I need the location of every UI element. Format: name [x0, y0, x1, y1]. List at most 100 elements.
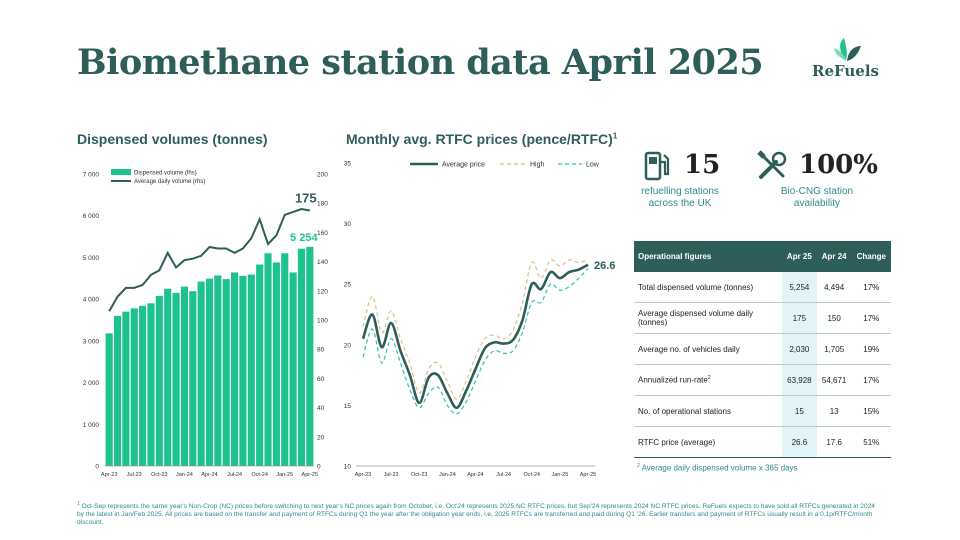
cell-apr24: 17.6	[816, 426, 852, 458]
table-row: Total dispensed volume (tonnes) 5,254 4,…	[634, 272, 891, 303]
dispensed-chart-title: Dispensed volumes (tonnes)	[77, 131, 268, 147]
x-tick-label: Jan-25	[276, 472, 293, 478]
y-tick-right-label: 60	[317, 376, 325, 383]
average-daily-volume-label: 175	[295, 191, 317, 206]
legend-average-label: Average price	[442, 162, 485, 169]
row-label: Average no. of vehicles daily	[634, 333, 782, 365]
cell-change: 15%	[851, 395, 891, 427]
y-tick-right-label: 0	[317, 464, 321, 471]
stations-count: 15	[684, 150, 721, 180]
footnote2-text: Average daily dispensed volume x 365 day…	[641, 463, 798, 473]
y-tick-label: 35	[344, 161, 352, 168]
cell-change: 17%	[851, 302, 891, 334]
y-tick-label: 10	[344, 464, 352, 471]
footnote1-mark: 1	[77, 501, 80, 507]
x-tick-label: Oct-23	[151, 472, 168, 478]
x-tick-label: Apr-24	[201, 472, 218, 478]
y-tick-label: 30	[344, 221, 352, 228]
y-tick-right-label: 80	[317, 347, 325, 354]
row-label: No. of operational stations	[634, 395, 782, 427]
rtfc-chart-title: Monthly avg. RTFC prices (pence/RTFC)1	[346, 131, 617, 147]
leaf-logo-icon	[834, 38, 861, 61]
volume-bar	[105, 333, 113, 466]
legend-high-label: High	[530, 162, 545, 169]
table-row: Annualized run-rate2 63,928 54,671 17%	[634, 364, 891, 396]
volume-bar	[272, 262, 280, 466]
volume-bar	[231, 272, 239, 466]
x-tick-label: Jan-25	[551, 472, 568, 478]
legend-bar-swatch	[111, 169, 131, 175]
x-tick-label: Apr-23	[101, 472, 118, 478]
table-row: No. of operational stations 15 13 15%	[634, 395, 891, 427]
x-tick-label: Apr-24	[467, 472, 484, 478]
logo-text: ReFuels	[812, 62, 879, 80]
legend-bar-label: Dispensed volume (lhs)	[134, 171, 197, 177]
y-tick-right-label: 40	[317, 405, 325, 412]
cell-apr24: 150	[816, 302, 852, 334]
runrate-footnote-mark: 2	[707, 375, 711, 382]
row-label: Annualized run-rate2	[634, 364, 782, 396]
table-row: RTFC price (average) 26.6 17.6 51%	[634, 426, 891, 458]
x-tick-label: Apr-23	[355, 472, 372, 478]
x-tick-label: Jul-24	[496, 472, 511, 478]
volume-bar	[239, 275, 247, 466]
volume-bar	[306, 246, 314, 466]
y-tick-left-label: 1 000	[83, 422, 100, 429]
volume-bar	[180, 286, 188, 466]
legend-line-label: Average daily volume (rhs)	[134, 179, 205, 185]
volume-bar	[222, 279, 230, 466]
y-tick-left-label: 7 000	[83, 172, 100, 179]
cell-apr24: 4,494	[816, 272, 852, 303]
y-tick-left-label: 4 000	[83, 297, 100, 304]
runrate-footnote: 2 Average daily dispensed volume x 365 d…	[637, 463, 798, 473]
volume-bar	[214, 275, 222, 466]
footnote2-mark: 2	[637, 463, 640, 469]
volume-bar	[297, 248, 306, 466]
volume-bar	[289, 272, 297, 466]
volume-bar	[130, 308, 138, 466]
legend-low-label: Low	[586, 162, 600, 169]
cell-apr25: 2,030	[782, 333, 817, 365]
average-price-line	[361, 263, 589, 410]
x-tick-label: Jul-24	[227, 472, 242, 478]
cell-apr24: 1,705	[816, 333, 852, 365]
x-tick-label: Apr-25	[580, 472, 597, 478]
stations-label-line1: refuelling stations	[641, 186, 719, 197]
footnote1-text: Oct-Sep represents the same year's Non-C…	[77, 503, 875, 527]
x-tick-label: Oct-24	[523, 472, 540, 478]
volume-bar	[172, 292, 180, 466]
row-label: Total dispensed volume (tonnes)	[634, 272, 782, 303]
low-price-line	[362, 268, 589, 415]
high-price-line	[362, 259, 589, 400]
y-tick-left-label: 3 000	[83, 338, 100, 345]
x-tick-label: Jul-23	[384, 472, 399, 478]
header-apr24: Apr 24	[816, 241, 852, 272]
rtfc-footnote: 1 Oct-Sep represents the same year's Non…	[77, 500, 877, 527]
y-tick-right-label: 140	[317, 259, 328, 266]
header-figure: Operational figures	[634, 241, 782, 272]
volume-bar	[256, 264, 264, 466]
y-tick-right-label: 180	[317, 201, 328, 208]
row-label: Average dispensed volume daily (tonnes)	[634, 302, 782, 334]
header-change: Change	[851, 241, 891, 272]
y-tick-left-label: 2 000	[83, 380, 100, 387]
y-tick-label: 20	[344, 342, 352, 349]
cell-change: 17%	[851, 272, 891, 303]
table-row: Average no. of vehicles daily 2,030 1,70…	[634, 333, 891, 365]
volume-bar	[155, 295, 163, 466]
availability-value: 100%	[799, 150, 878, 180]
volume-bar	[113, 315, 122, 466]
stations-label: refuelling stations across the UK	[625, 186, 735, 210]
table-row: Average dispensed volume daily (tonnes) …	[634, 302, 891, 334]
fuel-pump-icon	[644, 151, 670, 181]
y-tick-left-label: 6 000	[83, 213, 100, 220]
availability-label-line2: availability	[793, 198, 841, 209]
cell-apr25: 26.6	[782, 426, 817, 458]
cell-apr25: 15	[782, 395, 817, 427]
x-tick-label: Jan-24	[439, 472, 456, 478]
volume-bar	[139, 305, 147, 466]
volume-bar	[264, 253, 272, 466]
cell-change: 17%	[851, 364, 891, 396]
volume-bar	[147, 303, 155, 466]
runrate-label: Annualized run-rate	[638, 375, 708, 385]
